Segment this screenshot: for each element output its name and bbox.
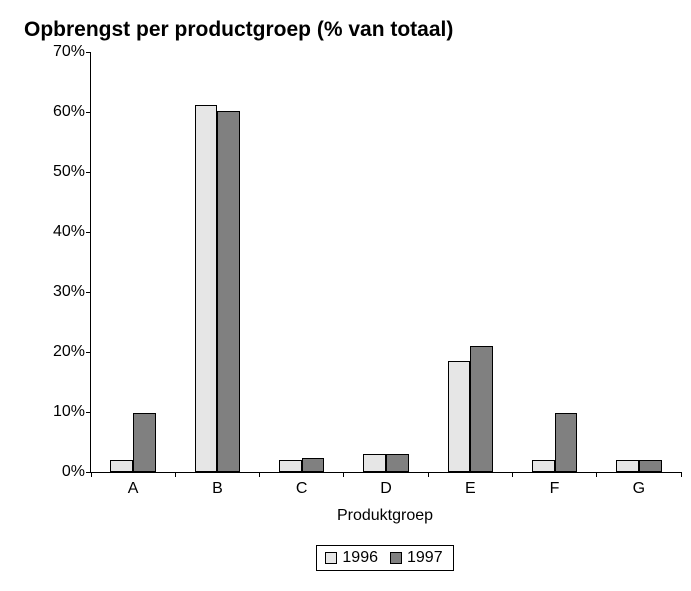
x-tick-mark (596, 472, 597, 477)
x-category-label: A (128, 472, 139, 498)
y-tick-label: 30% (53, 283, 91, 301)
bar (302, 458, 325, 472)
y-tick-label: 40% (53, 223, 91, 241)
bar (470, 346, 493, 472)
y-tick-label: 0% (62, 463, 91, 481)
x-tick-mark (512, 472, 513, 477)
x-axis-title: Produktgroep (90, 507, 680, 525)
legend-swatch (390, 552, 402, 564)
y-tick-label: 50% (53, 163, 91, 181)
x-tick-mark (428, 472, 429, 477)
legend-label: 1997 (407, 549, 443, 567)
bar (363, 454, 386, 472)
bar (110, 460, 133, 472)
x-tick-mark (259, 472, 260, 477)
bar (532, 460, 555, 472)
x-category-label: G (633, 472, 645, 498)
legend-label: 1996 (342, 549, 378, 567)
y-tick-label: 70% (53, 43, 91, 61)
x-category-label: D (380, 472, 392, 498)
bar (217, 111, 240, 472)
legend-item: 1997 (390, 549, 443, 567)
plot-area: 0%10%20%30%40%50%60%70%ABCDEFG Produktgr… (90, 52, 680, 571)
legend: 1996 1997 (316, 545, 453, 571)
y-tick-label: 20% (53, 343, 91, 361)
x-category-label: B (212, 472, 223, 498)
legend-item: 1996 (325, 549, 378, 567)
bar (133, 413, 156, 472)
bar (279, 460, 302, 472)
x-tick-mark (91, 472, 92, 477)
bar (195, 105, 218, 472)
bar (639, 460, 662, 472)
bar (555, 413, 578, 472)
x-category-label: F (550, 472, 560, 498)
x-tick-mark (175, 472, 176, 477)
x-category-label: C (296, 472, 308, 498)
x-tick-mark (681, 472, 682, 477)
y-tick-label: 10% (53, 403, 91, 421)
bar (448, 361, 471, 472)
plot-inner: 0%10%20%30%40%50%60%70%ABCDEFG (90, 52, 681, 473)
chart-title: Opbrengst per productgroep (% van totaal… (24, 18, 671, 42)
legend-swatch (325, 552, 337, 564)
x-tick-mark (343, 472, 344, 477)
bar (616, 460, 639, 472)
chart-container: Opbrengst per productgroep (% van totaal… (0, 0, 691, 591)
y-tick-label: 60% (53, 103, 91, 121)
bar (386, 454, 409, 472)
x-category-label: E (465, 472, 476, 498)
